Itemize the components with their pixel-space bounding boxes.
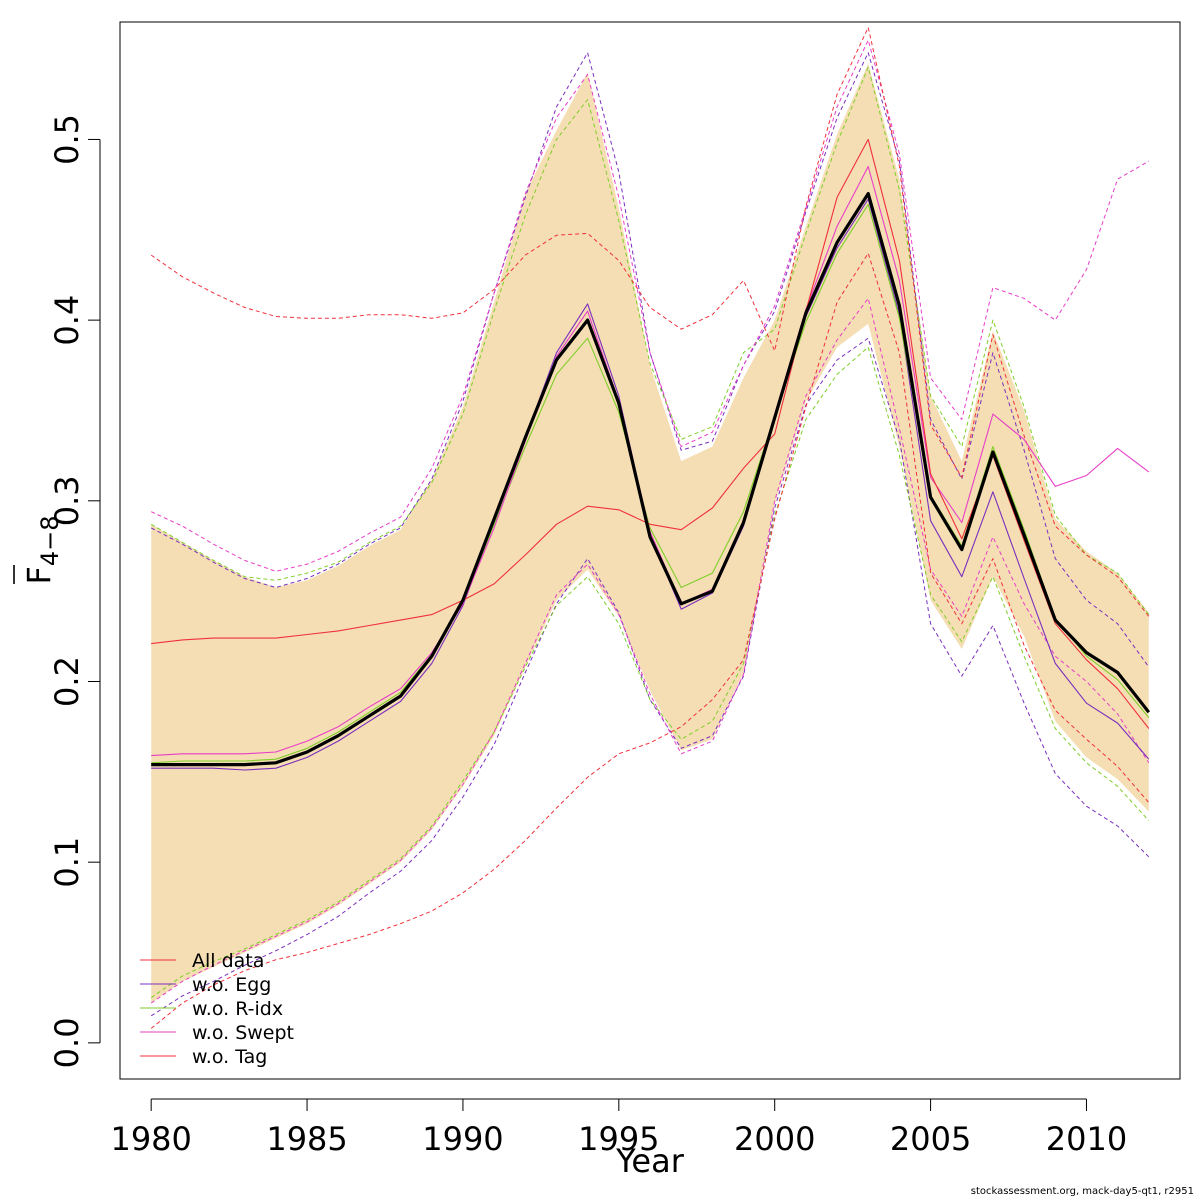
x-axis: 1980 1985 1990 1995 2000 2005 2010	[110, 1098, 1127, 1158]
y-tick-label: 0.2	[48, 656, 86, 707]
series-line-interval-7-bound	[150, 66, 1150, 615]
series-line-interval-5-bound	[150, 52, 1150, 668]
series-line-interval-10-bound	[150, 297, 1150, 1004]
legend-item: w.o. Tag	[140, 1046, 267, 1068]
legend-item: All data	[140, 950, 264, 972]
footer-credit: stockassessment.org, mack-day5-qt1, r295…	[971, 1186, 1194, 1197]
series-line-interval-9-bound	[150, 39, 1150, 572]
y-axis-title-subscript: 4−8	[36, 515, 64, 566]
y-tick-label: 0.1	[48, 837, 86, 888]
y-tick-label: 0.3	[48, 475, 86, 526]
x-tick-label: 1980	[110, 1120, 191, 1158]
series-layer	[150, 26, 1151, 1029]
y-tick-label: 0.0	[48, 1017, 86, 1068]
legend-label: w.o. Swept	[192, 1022, 294, 1044]
x-tick-label: 2005	[890, 1120, 971, 1158]
x-tick-label: 2010	[1046, 1120, 1127, 1158]
x-tick-label: 1995	[578, 1120, 659, 1158]
plot-frame	[119, 21, 1181, 1080]
x-tick-label: 1990	[422, 1120, 503, 1158]
legend-item: w.o. R-idx	[140, 998, 283, 1020]
series-line-all-data	[151, 192, 1151, 767]
y-tick-label: 0.4	[48, 295, 86, 346]
y-axis-title-base: F	[20, 566, 58, 584]
x-tick-label: 2000	[734, 1120, 815, 1158]
legend-label: w.o. Egg	[192, 974, 271, 996]
series-line-interval-8-bound	[150, 346, 1150, 999]
x-tick-label: 1985	[266, 1120, 347, 1158]
legend-item: w.o. Swept	[140, 1022, 294, 1044]
legend-label: All data	[192, 950, 264, 972]
y-tick-label: 0.5	[48, 114, 86, 165]
legend-item: w.o. Egg	[140, 974, 271, 996]
y-axis: 0.0 0.1 0.2 0.3 0.4 0.5	[48, 114, 101, 1068]
series-line-interval-11-bound	[150, 26, 1150, 617]
legend-label: w.o. R-idx	[192, 998, 283, 1020]
y-axis-title: F4−8	[20, 515, 64, 584]
x-axis-title: Year	[615, 1142, 685, 1180]
legend-label: w.o. Tag	[192, 1046, 267, 1068]
